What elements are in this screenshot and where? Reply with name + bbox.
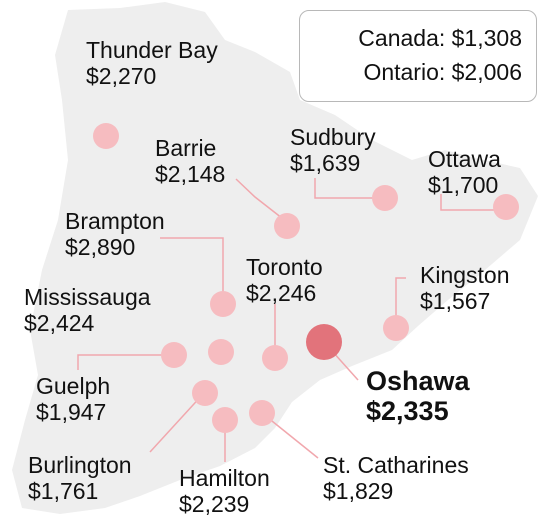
- city-label-st-catharines: St. Catharines $1,829: [323, 452, 469, 504]
- averages-box: Canada: $1,308 Ontario: $2,006: [299, 10, 537, 102]
- city-label-hamilton: Hamilton $2,239: [179, 465, 270, 517]
- city-name: Kingston: [420, 262, 510, 288]
- leader-line-kingston: [395, 277, 406, 328]
- city-value: $2,148: [155, 161, 226, 187]
- marker-mississauga[interactable]: [208, 339, 234, 365]
- leader-line-barrie: [235, 178, 288, 223]
- province-shape: [12, 2, 538, 514]
- city-label-thunder-bay: Thunder Bay $2,270: [86, 37, 218, 89]
- marker-ottawa[interactable]: [493, 194, 519, 220]
- city-label-toronto: Toronto $2,246: [246, 254, 323, 306]
- city-value: $2,239: [179, 491, 250, 517]
- leader-line-sudbury: [314, 178, 385, 199]
- city-label-ottawa: Ottawa $1,700: [428, 146, 501, 198]
- city-value: $1,947: [36, 399, 107, 425]
- marker-thunder-bay[interactable]: [93, 123, 119, 149]
- marker-hamilton[interactable]: [212, 407, 238, 433]
- city-label-guelph: Guelph $1,947: [36, 373, 110, 425]
- city-label-barrie: Barrie $2,148: [155, 135, 225, 187]
- marker-kingston[interactable]: [383, 315, 409, 341]
- city-value: $1,829: [323, 478, 394, 504]
- city-name: Barrie: [155, 135, 217, 161]
- ontario-average: Ontario: $2,006: [363, 59, 522, 85]
- city-value: $2,246: [246, 280, 317, 306]
- canada-average: Canada: $1,308: [358, 25, 522, 51]
- city-value: $2,890: [65, 234, 136, 260]
- city-name: Mississauga: [24, 284, 151, 310]
- city-label-mississauga: Mississauga $2,424: [24, 284, 151, 336]
- city-name: Brampton: [65, 208, 165, 234]
- city-name: St. Catharines: [323, 452, 469, 478]
- city-name: Hamilton: [179, 465, 270, 491]
- marker-sudbury[interactable]: [372, 185, 398, 211]
- city-value: $1,700: [428, 172, 499, 198]
- city-value: $2,424: [24, 310, 95, 336]
- leader-line-burlington: [149, 392, 205, 453]
- marker-burlington[interactable]: [192, 380, 218, 406]
- city-name: Guelph: [36, 373, 111, 399]
- city-name: Thunder Bay: [86, 37, 218, 63]
- city-name: Oshawa: [366, 366, 470, 396]
- marker-oshawa[interactable]: [306, 324, 342, 360]
- city-label-oshawa: Oshawa $2,335: [366, 366, 470, 426]
- city-label-sudbury: Sudbury $1,639: [290, 124, 376, 176]
- leader-line-brampton: [160, 237, 224, 304]
- leader-line-mississauga: [77, 354, 174, 370]
- city-value: $2,270: [86, 63, 157, 89]
- city-name: Sudbury: [290, 124, 376, 150]
- leader-line-ottawa: [440, 194, 506, 211]
- marker-guelph[interactable]: [161, 342, 187, 368]
- city-label-brampton: Brampton $2,890: [65, 208, 165, 260]
- marker-toronto[interactable]: [262, 345, 288, 371]
- city-label-kingston: Kingston $1,567: [420, 262, 510, 314]
- city-value: $1,639: [290, 150, 361, 176]
- marker-barrie[interactable]: [274, 213, 300, 239]
- city-value: $2,335: [366, 396, 449, 426]
- marker-st-catharines[interactable]: [249, 400, 275, 426]
- city-name: Toronto: [246, 254, 323, 280]
- city-name: Burlington: [28, 452, 132, 478]
- marker-brampton[interactable]: [210, 291, 236, 317]
- city-value: $1,761: [28, 478, 99, 504]
- city-value: $1,567: [420, 288, 491, 314]
- city-label-burlington: Burlington $1,761: [28, 452, 132, 504]
- city-markers: [93, 123, 519, 433]
- city-name: Ottawa: [428, 146, 501, 172]
